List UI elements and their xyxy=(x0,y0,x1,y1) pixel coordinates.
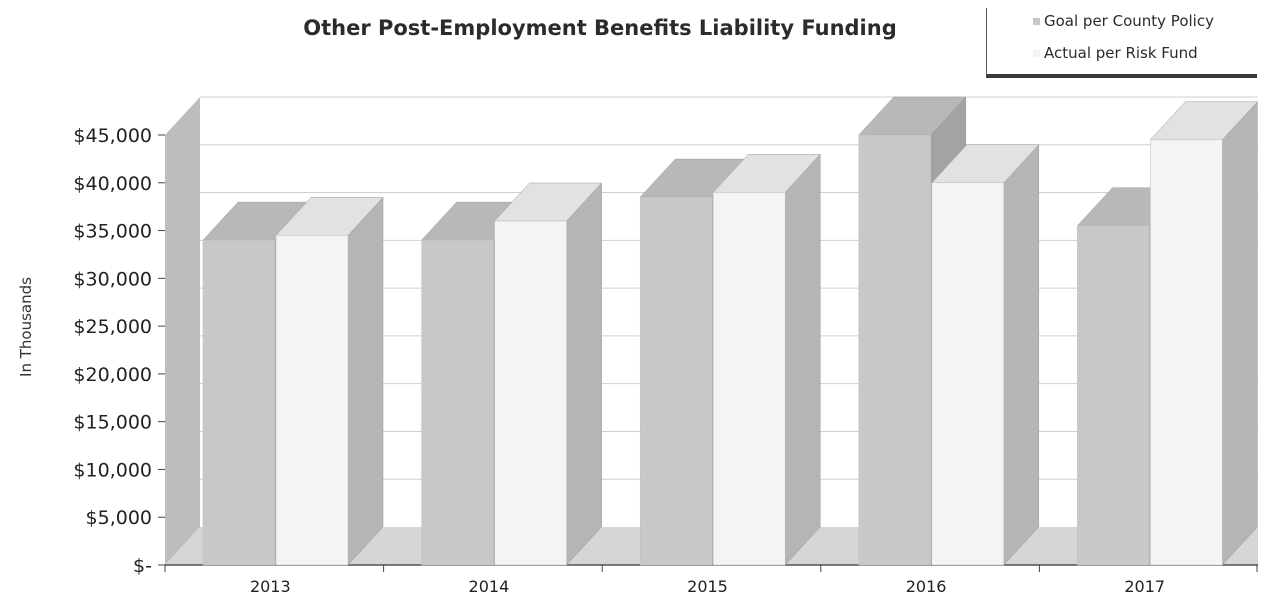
bar-face xyxy=(421,239,494,566)
bar-side xyxy=(784,153,821,566)
x-tick-label-2014: 2014 xyxy=(469,577,510,596)
bar-face xyxy=(494,220,567,566)
y-tick-label: $40,000 xyxy=(73,173,152,195)
bar-2014-actual xyxy=(494,182,603,566)
bar-2017-actual xyxy=(1149,101,1258,566)
y-tick-label: $5,000 xyxy=(86,507,152,529)
x-tick-label-2015: 2015 xyxy=(687,577,728,596)
bar-face xyxy=(931,182,1005,566)
legend-swatch-actual xyxy=(1033,50,1040,57)
legend-label-goal: Goal per County Policy xyxy=(1044,12,1214,30)
bars xyxy=(202,96,1258,566)
bar-2016-actual xyxy=(931,144,1040,566)
bar-side xyxy=(1003,144,1040,566)
legend-entry-goal: Goal per County Policy xyxy=(1033,12,1214,30)
bar-face xyxy=(712,192,786,566)
bar-2013-actual xyxy=(275,196,384,566)
legend: Goal per County Policy Actual per Risk F… xyxy=(986,8,1257,78)
bar-face xyxy=(1150,139,1223,566)
y-tick-label: $15,000 xyxy=(73,412,152,434)
y-tick-label: $35,000 xyxy=(73,221,152,243)
chart-title: Other Post-Employment Benefits Liability… xyxy=(303,16,897,40)
x-tick-label-2017: 2017 xyxy=(1124,577,1165,596)
bar-face xyxy=(275,235,349,566)
axis-labels: $- $5,000 $10,000 $15,000 $20,000 $25,000 $30,… xyxy=(73,125,1165,596)
bar-face xyxy=(1077,225,1150,566)
bar-face xyxy=(639,196,713,566)
y-tick-label: $20,000 xyxy=(73,364,152,386)
bar-2015-actual xyxy=(712,153,821,566)
x-tick-label-2013: 2013 xyxy=(250,577,291,596)
y-tick-label: $10,000 xyxy=(73,459,152,481)
bar-face xyxy=(858,134,932,566)
bar-side xyxy=(1222,101,1258,566)
bar-face xyxy=(202,239,276,566)
y-tick-label: $- xyxy=(133,555,152,577)
legend-label-actual: Actual per Risk Fund xyxy=(1044,44,1198,62)
legend-entry-actual: Actual per Risk Fund xyxy=(1033,44,1198,62)
y-tick-label: $25,000 xyxy=(73,316,152,338)
bar-side xyxy=(347,196,384,566)
legend-swatch-goal xyxy=(1033,18,1040,25)
x-tick-label-2016: 2016 xyxy=(906,577,947,596)
y-tick-label: $45,000 xyxy=(73,125,152,147)
y-tick-label: $30,000 xyxy=(73,268,152,290)
bar-side xyxy=(566,182,602,566)
left-wall xyxy=(165,97,200,565)
